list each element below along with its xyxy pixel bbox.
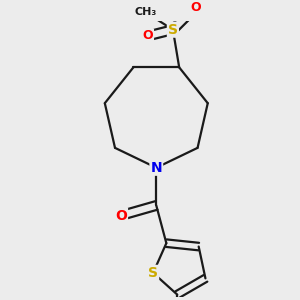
- Text: S: S: [148, 266, 158, 280]
- Text: N: N: [151, 161, 162, 175]
- Text: O: O: [190, 1, 201, 13]
- Text: CH₃: CH₃: [134, 7, 156, 17]
- Text: O: O: [115, 208, 127, 223]
- Text: S: S: [168, 23, 178, 37]
- Text: O: O: [142, 29, 153, 42]
